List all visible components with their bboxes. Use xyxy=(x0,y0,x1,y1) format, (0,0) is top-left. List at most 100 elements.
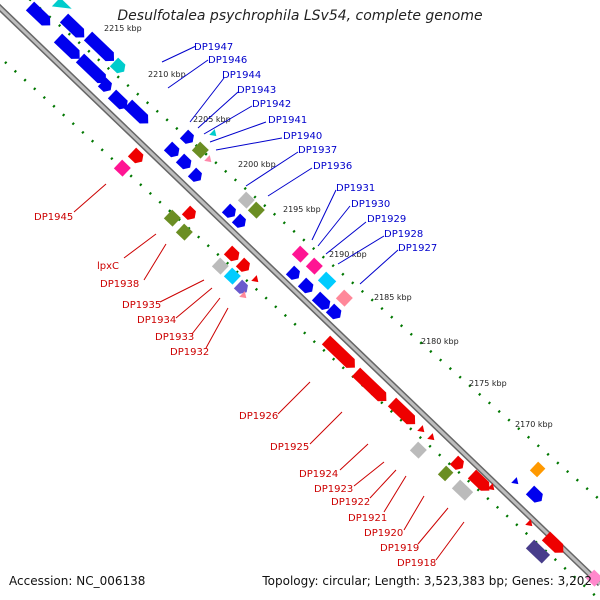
gene-label: DP1943 xyxy=(237,85,276,96)
gene-arrow xyxy=(417,425,425,433)
gene-arrow xyxy=(233,279,248,294)
gene-label: DP1947 xyxy=(194,42,233,53)
forward-gene-labels xyxy=(161,45,399,285)
gene-arrow xyxy=(525,519,533,527)
gene-arrow xyxy=(467,469,490,491)
gene-arrow xyxy=(247,201,265,219)
gene-label: DP1942 xyxy=(252,99,291,110)
gene-arrow xyxy=(409,441,427,459)
gene-arrow xyxy=(51,0,72,9)
gene-arrow xyxy=(437,465,454,482)
gene-arrow xyxy=(231,213,246,228)
gene-arrow xyxy=(511,477,519,485)
gene-label: DP1937 xyxy=(298,145,337,156)
gene-arrow xyxy=(25,1,51,26)
gene-arrow xyxy=(451,479,474,501)
gene-label: DP1934 xyxy=(137,315,176,326)
gene-arrow xyxy=(187,167,202,182)
gene-arrow xyxy=(163,209,181,227)
map-title: Desulfotalea psychrophila LSv54, complet… xyxy=(117,8,483,24)
tick-label: 2170 kbp xyxy=(515,420,553,429)
gene-label: DP1936 xyxy=(313,161,352,172)
gene-arrow xyxy=(163,141,180,158)
gene-label: DP1928 xyxy=(384,229,423,240)
gene-arrow xyxy=(123,99,149,124)
gene-label: DP1922 xyxy=(331,497,370,508)
tick-label: 2175 kbp xyxy=(469,379,507,388)
gene-label: DP1927 xyxy=(398,243,437,254)
tick-label: 2205 kbp xyxy=(193,115,231,124)
accession-text: Accession: NC_006138 xyxy=(9,574,146,588)
gene-label: DP1944 xyxy=(222,70,261,81)
tick-label: 2200 kbp xyxy=(238,160,276,169)
gene-arrow xyxy=(525,485,543,503)
gene-arrow xyxy=(221,203,236,218)
reverse-strand-genes xyxy=(113,147,600,587)
gene-arrow xyxy=(585,569,600,587)
gene-label: DP1930 xyxy=(351,199,390,210)
tick-label: 2215 kbp xyxy=(104,24,142,33)
gene-arrow xyxy=(335,289,353,307)
gene-arrow xyxy=(235,257,250,272)
forward-strand-genes xyxy=(25,0,546,503)
gene-arrow xyxy=(179,129,194,144)
tick-label: 2190 kbp xyxy=(329,250,367,259)
tick-label: 2185 kbp xyxy=(374,293,412,302)
gene-arrow xyxy=(191,141,209,159)
gene-arrow xyxy=(211,257,229,275)
gene-arrow xyxy=(525,539,551,564)
gene-arrow xyxy=(113,159,131,177)
gene-arrow xyxy=(317,271,337,291)
gene-arrow xyxy=(251,275,259,283)
gene-arrow xyxy=(311,291,331,311)
genome-backbone xyxy=(0,3,600,587)
gene-label: DP1921 xyxy=(348,513,387,524)
gene-arrow xyxy=(487,483,495,491)
gene-arrow xyxy=(83,31,115,62)
gene-label: DP1945 xyxy=(34,212,73,223)
gene-arrow xyxy=(181,205,196,220)
tick-track-top xyxy=(28,0,600,501)
gene-arrow xyxy=(291,245,309,263)
gene-arrow xyxy=(297,277,314,294)
gene-arrow xyxy=(127,147,144,164)
gene-arrow xyxy=(351,367,387,402)
gene-arrow xyxy=(541,531,564,553)
gene-arrow xyxy=(75,53,107,84)
gene-arrow xyxy=(449,455,464,470)
gene-arrow xyxy=(325,303,342,320)
gene-arrow xyxy=(107,89,128,110)
gene-arrow xyxy=(209,129,217,137)
gene-arrow xyxy=(237,191,255,209)
gene-arrow xyxy=(109,57,126,74)
gene-label: DP1925 xyxy=(270,442,309,453)
gene-arrow xyxy=(285,265,300,280)
gene-label: DP1933 xyxy=(155,332,194,343)
tick-label: 2180 kbp xyxy=(421,337,459,346)
gene-label: DP1938 xyxy=(100,279,139,290)
genome-summary-text: Topology: circular; Length: 3,523,383 bp… xyxy=(262,574,592,588)
reverse-gene-labels xyxy=(73,183,465,561)
gene-label: DP1931 xyxy=(336,183,375,194)
gene-label: lpxC xyxy=(97,261,119,272)
gene-arrow xyxy=(175,223,193,241)
gene-arrow xyxy=(204,155,212,163)
gene-label: DP1924 xyxy=(299,469,338,480)
tick-label: 2195 kbp xyxy=(283,205,321,214)
gene-label: DP1940 xyxy=(283,131,322,142)
tick-label: 2210 kbp xyxy=(148,70,186,79)
gene-arrow xyxy=(223,245,240,262)
gene-arrow xyxy=(239,291,247,299)
gene-label: DP1932 xyxy=(170,347,209,358)
gene-label: DP1935 xyxy=(122,300,161,311)
gene-arrow xyxy=(59,13,85,38)
tick-track-bottom xyxy=(4,61,600,600)
gene-label: DP1923 xyxy=(314,484,353,495)
gene-label: DP1918 xyxy=(397,558,436,569)
gene-arrow xyxy=(321,335,355,368)
gene-label: DP1920 xyxy=(364,528,403,539)
gene-label: DP1926 xyxy=(239,411,278,422)
tick-labels: 2215 kbp 2210 kbp 2205 kbp 2200 kbp 2195… xyxy=(104,24,553,429)
